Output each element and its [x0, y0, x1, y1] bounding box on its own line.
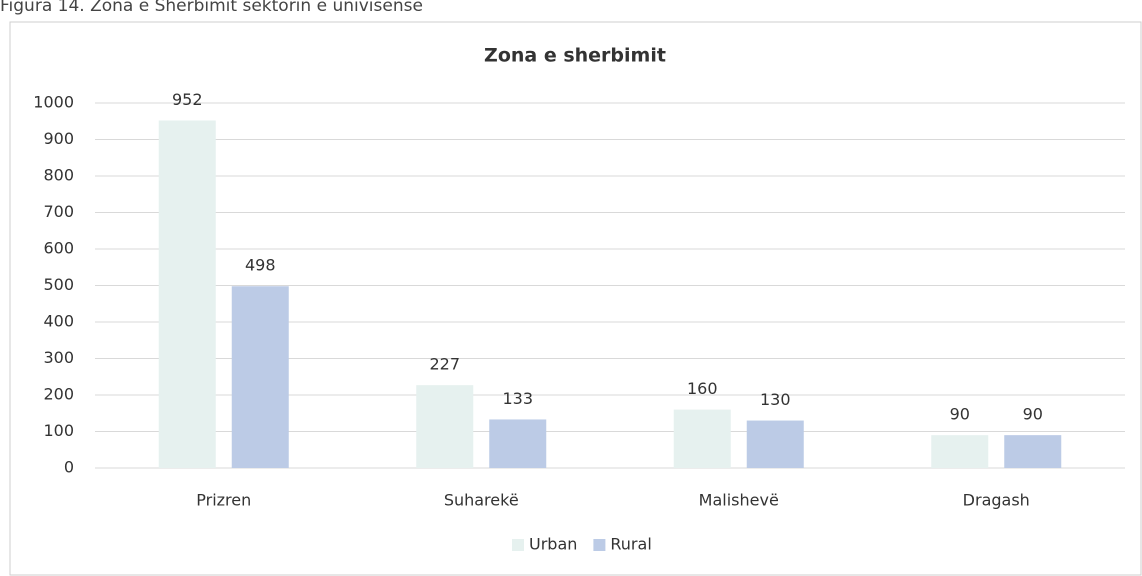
bar	[416, 385, 474, 468]
x-tick-label: Malishevë	[699, 491, 779, 510]
x-tick-label: Prizren	[196, 491, 251, 510]
data-label: 90	[1023, 405, 1043, 424]
y-tick-label: 100	[43, 421, 74, 440]
bar	[931, 435, 989, 468]
data-label: 227	[429, 355, 460, 374]
data-label: 952	[172, 90, 203, 109]
y-tick-label: 500	[43, 275, 74, 294]
bar	[231, 286, 289, 468]
legend-label: Urban	[529, 535, 577, 554]
legend-swatch	[512, 539, 524, 551]
x-tick-label: Dragash	[963, 491, 1030, 510]
y-tick-label: 700	[43, 202, 74, 221]
y-tick-label: 1000	[33, 93, 74, 112]
bar	[673, 409, 731, 468]
y-tick-label: 200	[43, 385, 74, 404]
bar	[489, 419, 547, 468]
legend-swatch	[593, 539, 606, 551]
y-tick-label: 400	[43, 312, 74, 331]
y-tick-label: 800	[43, 166, 74, 185]
data-label: 133	[502, 389, 533, 408]
bar	[1004, 435, 1062, 468]
data-label: 130	[760, 390, 791, 409]
data-label: 498	[245, 256, 276, 275]
y-tick-label: 900	[43, 129, 74, 148]
y-tick-label: 300	[43, 348, 74, 367]
data-label: 90	[950, 405, 970, 424]
bar	[158, 120, 216, 469]
x-tick-label: Suharekë	[444, 491, 519, 510]
y-tick-label: 0	[64, 458, 74, 477]
figure-caption: Figura 14. Zona e Sherbimit sektorin e u…	[0, 0, 423, 16]
data-label: 160	[687, 379, 718, 398]
chart-title: Zona e sherbimit	[484, 45, 666, 67]
y-tick-label: 600	[43, 239, 74, 258]
bar	[746, 420, 804, 468]
legend-label: Rural	[610, 535, 651, 554]
